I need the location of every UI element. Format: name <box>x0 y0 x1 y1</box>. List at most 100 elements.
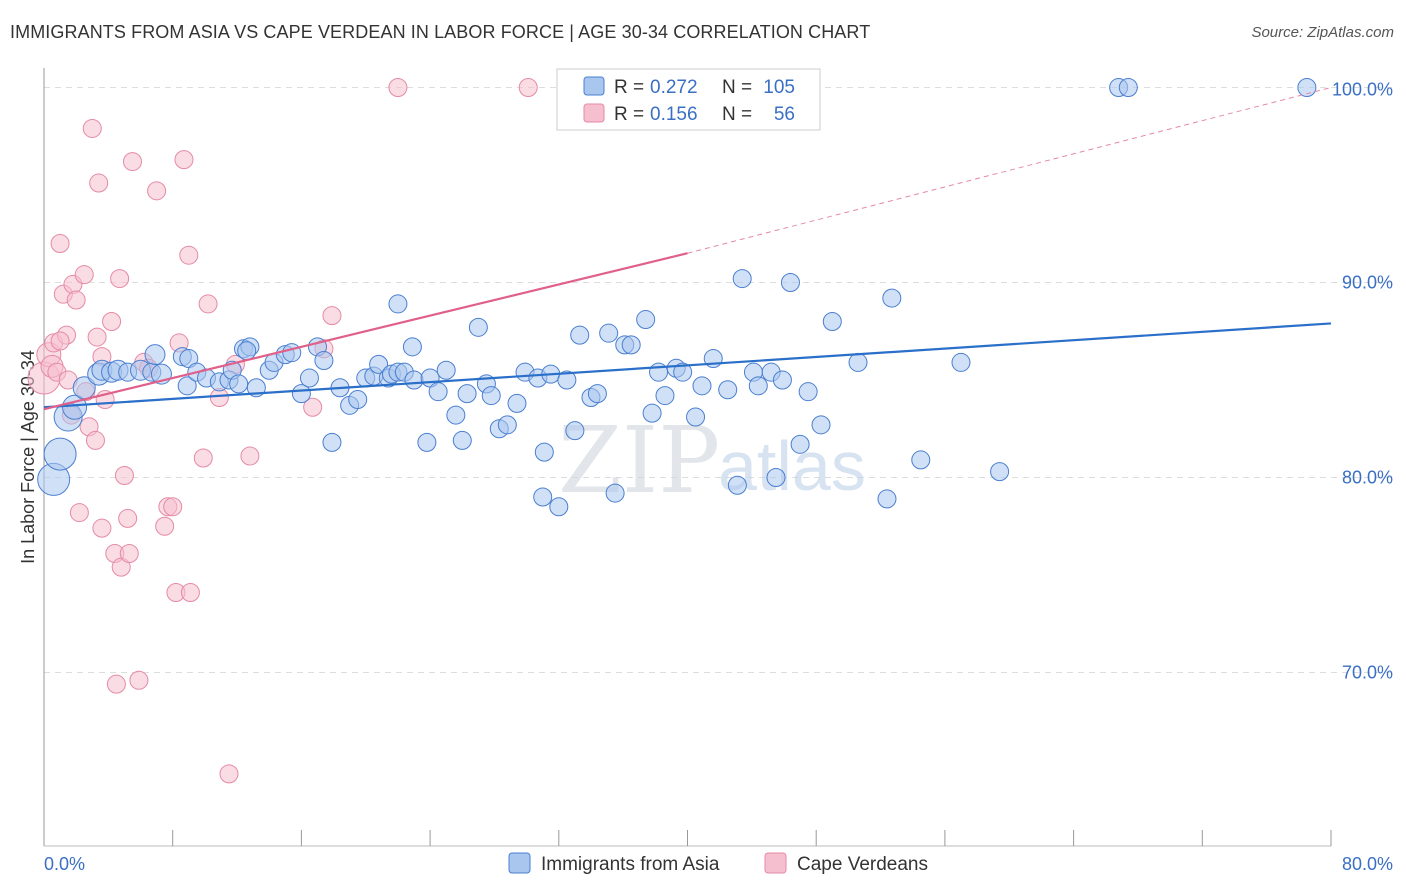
asia-point <box>780 272 800 292</box>
trend-lines <box>43 87 1332 411</box>
asia-point <box>417 432 437 452</box>
legend-swatch-pink <box>583 103 605 123</box>
legend-n-label-2: N = <box>722 104 752 125</box>
cape-verdean-point <box>118 508 138 528</box>
cape-verdean-point <box>198 294 218 314</box>
asia-point <box>748 376 768 396</box>
asia-point <box>686 407 706 427</box>
asia-point <box>468 317 488 337</box>
asia-point <box>507 393 527 413</box>
cape-verdean-point <box>518 77 538 97</box>
asia-point <box>497 415 517 435</box>
legend-swatch-blue <box>583 76 605 96</box>
asia-point <box>1118 77 1138 97</box>
cape-verdean-point <box>388 77 408 97</box>
asia-point <box>727 475 747 495</box>
cape-verdean-point <box>163 497 183 517</box>
legend-r-value-2: 0.156 <box>650 104 698 125</box>
y-tick-label: 100.0% <box>1332 79 1393 99</box>
asia-point <box>348 389 368 409</box>
cape-verdean-point <box>74 265 94 285</box>
y-tick-label: 90.0% <box>1342 272 1393 292</box>
cape-verdean-point <box>102 311 122 331</box>
y-tick-label: 80.0% <box>1342 467 1393 487</box>
asia-point <box>605 483 625 503</box>
trend-line-cape-verdeans-extension <box>687 87 1332 254</box>
asia-point <box>299 368 319 388</box>
y-tick-labels: 100.0% 90.0% 80.0% 70.0% <box>1332 79 1393 682</box>
asia-point <box>314 350 334 370</box>
asia-point <box>790 434 810 454</box>
asia-point <box>655 386 675 406</box>
asia-point <box>481 386 501 406</box>
asia-point <box>766 467 786 487</box>
asia-point <box>1297 77 1317 97</box>
asia-point <box>882 288 902 308</box>
chart-title: IMMIGRANTS FROM ASIA VS CAPE VERDEAN IN … <box>10 22 871 42</box>
trend-line-asia <box>43 322 1332 409</box>
asia-point <box>732 269 752 289</box>
asia-point <box>642 403 662 423</box>
cape-verdean-point <box>219 764 239 784</box>
asia-point <box>772 370 792 390</box>
asia-point <box>599 323 619 343</box>
legend-n-label-1: N = <box>722 77 752 98</box>
asia-point <box>636 310 656 330</box>
bottom-legend-label-cape: Cape Verdeans <box>797 854 928 875</box>
asia-point <box>718 380 738 400</box>
cape-verdean-point <box>92 518 112 538</box>
asia-point <box>428 382 448 402</box>
asia-point <box>388 294 408 314</box>
legend-n-value-1: 105 <box>763 77 795 98</box>
asia-point <box>798 382 818 402</box>
trend-line-cape-verdeans <box>43 252 688 411</box>
asia-point <box>951 352 971 372</box>
y-axis-label: In Labor Force | Age 30-34 <box>18 350 38 564</box>
cape-verdean-point <box>180 583 200 603</box>
cape-verdean-point <box>119 544 139 564</box>
series-cape-verdeans-points <box>27 77 538 784</box>
stats-legend: R = 0.272 N = 105 R = 0.156 N = 56 <box>556 68 821 131</box>
asia-point <box>436 360 456 380</box>
cape-verdean-point <box>147 181 167 201</box>
cape-verdean-point <box>89 173 109 193</box>
asia-point <box>565 421 585 441</box>
asia-point <box>177 376 197 396</box>
asia-point <box>990 462 1010 482</box>
asia-point <box>570 325 590 345</box>
cape-verdean-point <box>50 233 70 253</box>
cape-verdean-point <box>110 269 130 289</box>
cape-verdean-point <box>122 152 142 172</box>
asia-point <box>822 311 842 331</box>
bottom-legend-label-asia: Immigrants from Asia <box>541 854 720 875</box>
cape-verdean-point <box>322 306 342 326</box>
asia-point <box>621 335 641 355</box>
bottom-legend-swatch-cape <box>764 852 787 874</box>
asia-point <box>322 432 342 452</box>
asia-point <box>534 442 554 462</box>
asia-point <box>549 497 569 517</box>
cape-verdean-point <box>155 516 175 536</box>
asia-point <box>144 344 166 366</box>
cape-verdean-point <box>240 446 260 466</box>
asia-point <box>369 354 389 374</box>
cape-verdean-point <box>85 430 105 450</box>
asia-point <box>402 337 422 357</box>
cape-verdean-point <box>129 670 149 690</box>
asia-point <box>673 362 693 382</box>
asia-point <box>911 450 931 470</box>
asia-point <box>452 430 472 450</box>
legend-r-label-2: R = <box>614 104 644 125</box>
legend-r-label-1: R = <box>614 77 644 98</box>
x-ticks <box>172 830 1332 846</box>
source-label: Source: ZipAtlas.com <box>1251 24 1394 41</box>
x-tick-label-left: 0.0% <box>44 854 85 874</box>
y-tick-label: 70.0% <box>1342 662 1393 682</box>
cape-verdean-point <box>114 466 134 486</box>
asia-point <box>282 343 302 363</box>
asia-point <box>811 415 831 435</box>
cape-verdean-point <box>106 674 126 694</box>
bottom-legend: Immigrants from Asia Cape Verdeans <box>508 852 928 875</box>
cape-verdean-point <box>87 327 107 347</box>
